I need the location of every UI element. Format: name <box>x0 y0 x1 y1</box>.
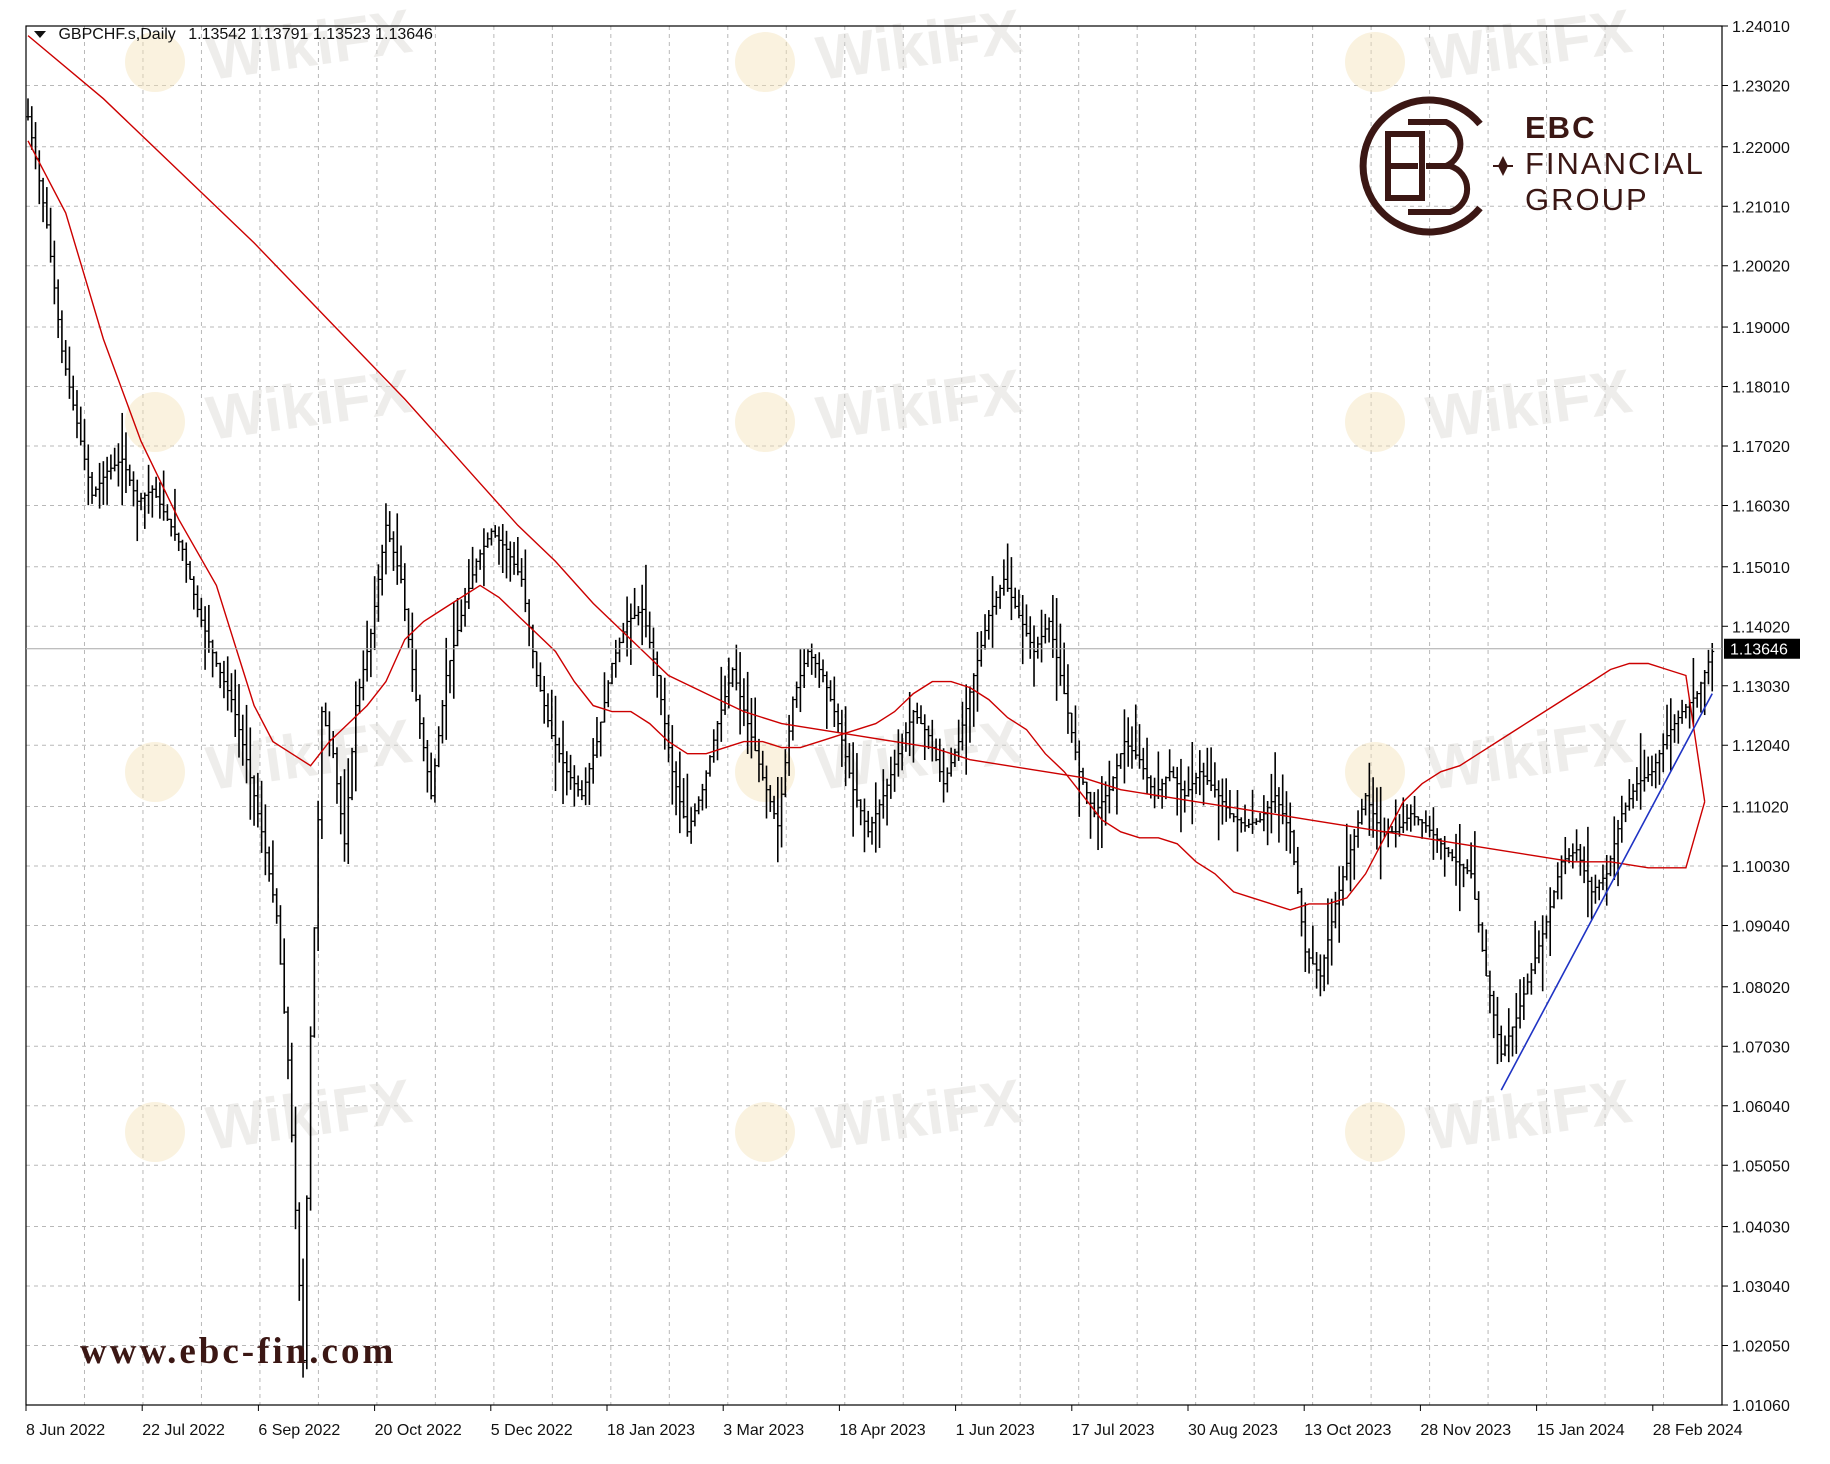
x-tick-label: 20 Oct 2022 <box>375 1422 462 1439</box>
y-tick-label: 1.19000 <box>1732 320 1790 337</box>
watermark-text: WikiFX <box>812 0 1026 94</box>
logo-line-ebc: EBC <box>1525 110 1597 145</box>
chart-axes <box>25 25 1723 1406</box>
watermark-text: WikiFX <box>1422 0 1636 94</box>
watermark-text: WikiFX <box>812 707 1026 804</box>
watermark-text: WikiFX <box>1422 357 1636 454</box>
watermark-icon <box>125 32 185 92</box>
plot-frame <box>25 25 1723 1406</box>
y-tick-label: 1.09040 <box>1732 919 1790 936</box>
y-tick-label: 1.13030 <box>1732 679 1790 696</box>
watermark-text: WikiFX <box>202 357 416 454</box>
current-price-label-bg <box>1724 638 1800 659</box>
y-tick-label: 1.04030 <box>1732 1220 1790 1237</box>
watermark-text: WikiFX <box>202 707 416 804</box>
uptrend-line <box>1500 693 1713 1091</box>
x-tick-label: 22 Jul 2022 <box>142 1422 225 1439</box>
x-tick-label: 28 Nov 2023 <box>1420 1422 1511 1439</box>
x-tick-label: 30 Aug 2023 <box>1188 1422 1278 1439</box>
y-tick-label: 1.20020 <box>1732 259 1790 276</box>
moving-averages <box>27 35 1706 911</box>
x-tick-label: 17 Jul 2023 <box>1072 1422 1155 1439</box>
trendline <box>1500 693 1713 1091</box>
x-tick-label: 6 Sep 2022 <box>258 1422 340 1439</box>
y-tick-label: 1.02050 <box>1732 1339 1790 1356</box>
current-price-marker: 1.13646 <box>26 638 1800 659</box>
x-tick-label: 18 Jan 2023 <box>607 1422 695 1439</box>
x-tick-label: 3 Mar 2023 <box>723 1422 804 1439</box>
y-tick-label: 1.14020 <box>1732 619 1790 636</box>
x-axis-ticks: 8 Jun 2022 22 Jul 2022 6 Sep 2022 20 Oct 20… <box>25 1405 1743 1439</box>
y-tick-label: 1.06040 <box>1732 1099 1790 1116</box>
x-tick-label: 8 Jun 2022 <box>26 1422 105 1439</box>
y-tick-label: 1.03040 <box>1732 1279 1790 1296</box>
watermark-text: WikiFX <box>202 0 416 94</box>
watermark-icon <box>735 392 795 452</box>
y-tick-label: 1.12040 <box>1732 738 1790 755</box>
x-tick-label: 5 Dec 2022 <box>491 1422 573 1439</box>
ebc-logo-mark-icon <box>1359 96 1513 236</box>
y-tick-label: 1.23020 <box>1732 78 1790 95</box>
ohlc-values: 1.13542 1.13791 1.13523 1.13646 <box>188 26 433 43</box>
y-tick-label: 1.18010 <box>1732 380 1790 397</box>
watermark-icon <box>735 742 795 802</box>
y-tick-label: 1.07030 <box>1732 1039 1790 1056</box>
y-tick-label: 1.22000 <box>1732 140 1790 157</box>
current-price-label: 1.13646 <box>1730 642 1788 659</box>
logo-line-group: GROUP <box>1525 182 1649 217</box>
x-tick-label: 1 Jun 2023 <box>956 1422 1035 1439</box>
dropdown-arrow-icon[interactable] <box>34 31 46 39</box>
watermark-icon <box>125 1102 185 1162</box>
symbol-name: GBPCHF.s,Daily <box>58 26 176 43</box>
y-tick-label: 1.24010 <box>1732 19 1790 36</box>
ebc-logo: EBC FINANCIAL GROUP <box>1350 86 1710 246</box>
y-tick-label: 1.17020 <box>1732 439 1790 456</box>
y-tick-label: 1.21010 <box>1732 199 1790 216</box>
logo-line-financial: FINANCIAL <box>1525 146 1705 181</box>
y-axis-ticks: 1.24010 1.23020 1.22000 1.21010 1.20020 1.190… <box>1722 19 1790 1415</box>
watermark-icon <box>735 1102 795 1162</box>
y-tick-label: 1.11020 <box>1732 800 1789 817</box>
x-tick-label: 18 Apr 2023 <box>839 1422 925 1439</box>
moving-average-line <box>27 140 1706 911</box>
watermark-text: WikiFX <box>1422 1067 1636 1164</box>
x-tick-label: 13 Oct 2023 <box>1304 1422 1391 1439</box>
x-tick-label: 28 Feb 2024 <box>1653 1422 1743 1439</box>
symbol-header: GBPCHF.s,Daily 1.13542 1.13791 1.13523 1… <box>34 26 433 44</box>
x-tick-label: 15 Jan 2024 <box>1537 1422 1625 1439</box>
watermark-icon <box>125 742 185 802</box>
y-tick-label: 1.15010 <box>1732 560 1790 577</box>
y-tick-label: 1.16030 <box>1732 498 1790 515</box>
y-tick-label: 1.08020 <box>1732 980 1790 997</box>
watermark-icon <box>735 32 795 92</box>
watermark-text: WikiFX <box>202 1067 416 1164</box>
watermark-icon <box>1345 392 1405 452</box>
watermark-icon <box>1345 32 1405 92</box>
y-tick-label: 1.10030 <box>1732 859 1790 876</box>
moving-average-line <box>27 35 1706 869</box>
y-tick-label: 1.05050 <box>1732 1158 1790 1175</box>
watermark-icon <box>1345 1102 1405 1162</box>
watermark-icon <box>1345 742 1405 802</box>
website-url: www.ebc-fin.com <box>80 1331 397 1372</box>
y-tick-label: 1.01060 <box>1732 1398 1790 1415</box>
watermark-text: WikiFX <box>812 1067 1026 1164</box>
